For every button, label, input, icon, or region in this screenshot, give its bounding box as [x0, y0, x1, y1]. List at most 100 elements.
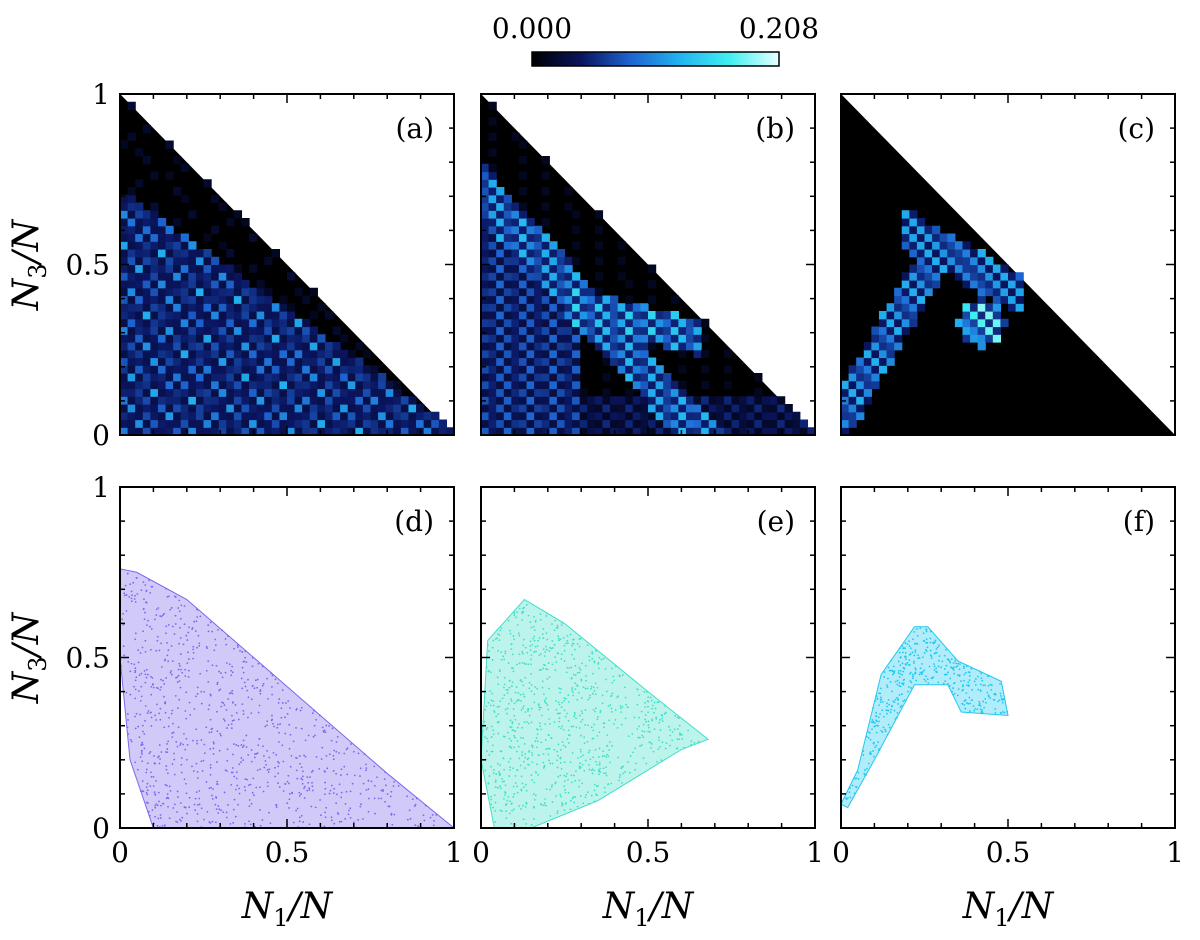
scatter-point — [349, 807, 352, 810]
heatmap-cell — [135, 210, 144, 219]
heatmap-cell — [127, 187, 136, 196]
heatmap-cell — [564, 287, 573, 297]
heatmap-cell — [142, 342, 151, 351]
scatter-point — [557, 637, 560, 640]
scatter-point — [250, 698, 253, 701]
heatmap-cell — [233, 411, 243, 421]
scatter-point — [288, 798, 291, 801]
heatmap-cell — [120, 194, 129, 204]
heatmap-cell — [157, 357, 167, 366]
scatter-point — [380, 789, 383, 792]
heatmap-cell — [526, 396, 535, 405]
scatter-point — [645, 690, 648, 693]
scatter-point — [207, 624, 210, 627]
scatter-point — [597, 784, 600, 787]
heatmap-cell — [863, 342, 872, 351]
heatmap-cell — [120, 287, 129, 297]
scatter-point — [604, 772, 607, 775]
scatter-point — [575, 726, 578, 729]
scatter-point — [851, 784, 854, 787]
heatmap-cell — [294, 334, 303, 343]
scatter-point — [906, 661, 909, 664]
scatter-point — [863, 772, 866, 775]
scatter-point — [485, 705, 488, 708]
heatmap-cell — [848, 396, 857, 405]
heatmap-cell — [594, 303, 604, 312]
scatter-point — [637, 736, 639, 739]
scatter-point — [522, 684, 525, 687]
scatter-point — [978, 670, 981, 673]
heatmap-cell — [670, 326, 679, 335]
scatter-point — [340, 796, 343, 799]
scatter-point — [952, 682, 955, 685]
heatmap-cell — [370, 427, 379, 435]
heatmap-cell — [203, 295, 212, 304]
scatter-point — [563, 809, 566, 812]
scatter-point — [516, 611, 519, 614]
scatter-point — [926, 678, 929, 681]
scatter-point — [145, 668, 148, 671]
heatmap-cell — [165, 233, 174, 242]
heatmap-cell — [602, 419, 611, 428]
heatmap-cell — [481, 202, 490, 211]
heatmap-cell — [496, 210, 505, 219]
heatmap-cell — [526, 404, 535, 413]
scatter-point — [159, 817, 162, 819]
scatter-point — [586, 791, 589, 794]
heatmap-cell — [481, 342, 490, 351]
scatter-point — [584, 709, 587, 711]
scatter-point — [176, 811, 178, 813]
heatmap-cell — [932, 233, 941, 242]
scatter-point — [495, 773, 498, 776]
scatter-point — [516, 768, 519, 771]
scatter-point — [877, 741, 879, 743]
scatter-point — [897, 660, 900, 663]
heatmap-cell — [279, 396, 288, 405]
scatter-point — [530, 707, 533, 710]
heatmap-cell — [901, 326, 910, 335]
scatter-point — [557, 775, 560, 778]
scatter-point — [191, 739, 194, 742]
scatter-point — [186, 743, 189, 746]
scatter-point — [565, 697, 567, 700]
heatmap-cell — [564, 373, 573, 382]
scatter-point — [154, 618, 156, 621]
heatmap-cell — [241, 419, 250, 428]
heatmap-cell — [340, 419, 349, 428]
heatmap-cell — [142, 404, 151, 413]
heatmap-cell — [481, 373, 490, 382]
heatmap-cell — [188, 342, 197, 351]
scatter-point — [135, 676, 138, 679]
scatter-point — [986, 691, 989, 694]
scatter-point — [321, 726, 324, 729]
scatter-point — [530, 672, 532, 675]
scatter-point — [864, 774, 867, 776]
scatter-point — [559, 761, 562, 764]
scatter-point — [569, 633, 572, 636]
heatmap-cell — [977, 326, 986, 335]
heatmap-cell — [249, 357, 258, 366]
heatmap-cell — [723, 365, 733, 374]
scatter-point — [972, 705, 975, 707]
scatter-point — [557, 652, 560, 655]
scatter-point — [943, 654, 946, 657]
heatmap-cell — [556, 380, 566, 390]
heatmap-cell — [564, 349, 573, 359]
heatmap-cell — [602, 427, 611, 435]
scatter-point — [970, 667, 973, 670]
heatmap-cell — [617, 365, 626, 374]
scatter-point — [625, 703, 628, 706]
scatter-point — [149, 751, 152, 753]
heatmap-cell — [708, 419, 717, 428]
scatter-point — [243, 785, 246, 788]
scatter-point — [408, 809, 411, 812]
scatter-point — [525, 783, 527, 786]
heatmap-cell — [572, 280, 581, 289]
scatter-point — [573, 713, 576, 716]
heatmap-cell — [685, 318, 695, 328]
scatter-point — [871, 719, 874, 721]
scatter-point — [231, 767, 234, 769]
heatmap-cell — [954, 264, 964, 273]
heatmap-cell — [249, 411, 258, 421]
heatmap-cell — [135, 388, 144, 397]
